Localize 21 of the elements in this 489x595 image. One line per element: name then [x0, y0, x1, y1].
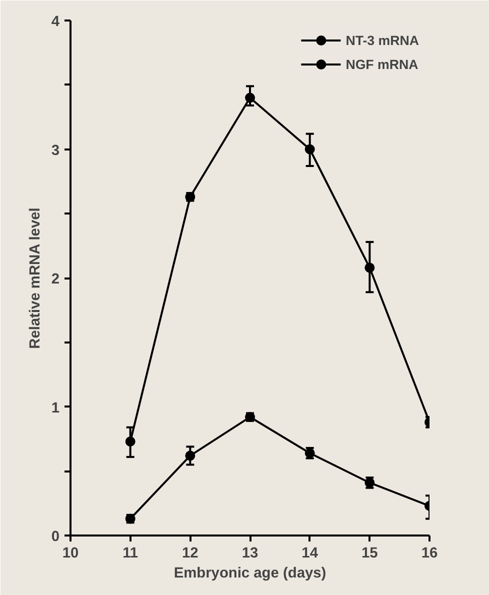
y-axis-title: Relative mRNA level — [27, 208, 44, 349]
point — [245, 92, 255, 103]
point — [185, 450, 196, 461]
point — [364, 262, 375, 273]
point — [304, 144, 315, 154]
legend-label: NT-3 mRNA — [346, 32, 419, 48]
y-tick-label: 1 — [51, 400, 60, 416]
y-tick-label: 4 — [51, 14, 60, 30]
x-tick-label: 14 — [302, 546, 319, 562]
y-tick-label: 2 — [51, 272, 60, 288]
x-tick-label: 15 — [362, 546, 378, 562]
x-tick-label: 16 — [421, 546, 438, 562]
x-tick-label: 12 — [182, 546, 198, 562]
legend-label: NGF mRNA — [346, 56, 418, 72]
point — [125, 436, 136, 447]
x-tick-label: 11 — [122, 546, 138, 562]
x-tick-label: 10 — [62, 546, 79, 562]
y-tick-label: 0 — [51, 529, 60, 545]
y-tick-label: 3 — [51, 142, 60, 159]
x-tick-label: 13 — [242, 546, 258, 562]
x-axis-title: Embryonic age (days) — [174, 566, 326, 582]
